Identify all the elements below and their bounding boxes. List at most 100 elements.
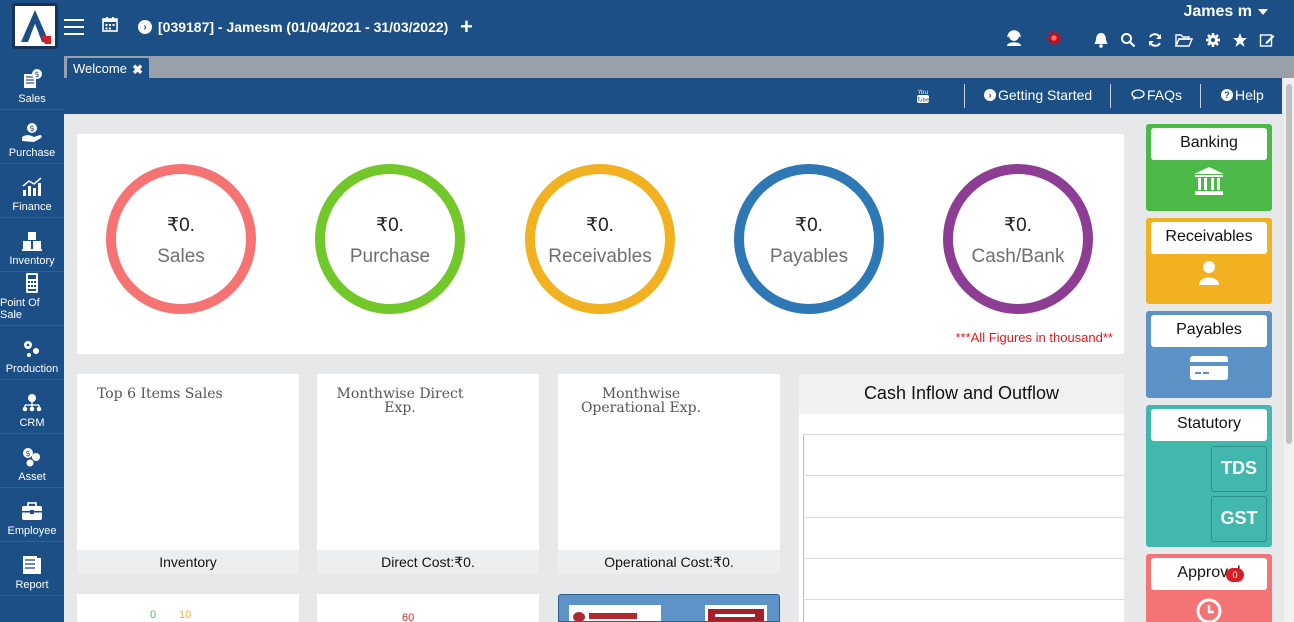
statutory-tile[interactable]: Statutory TDS GST [1146, 405, 1272, 547]
card-footer[interactable]: Inventory [77, 550, 299, 574]
menu-icon[interactable] [64, 19, 84, 35]
cash-bank-amount: ₹0. [1004, 215, 1032, 236]
insta-od-logo [705, 605, 767, 621]
company-selector[interactable]: › [039187] - Jamesm (01/04/2021 - 31/03/… [138, 19, 448, 35]
crm-icon [22, 394, 42, 412]
svg-text:$: $ [34, 70, 39, 79]
employee-icon [22, 502, 42, 520]
gauge-value: 0 [150, 609, 157, 621]
operational-exp-card: Monthwise Operational Exp. Operational C… [558, 374, 780, 574]
bell-icon[interactable] [1092, 30, 1110, 50]
sidebar-label: Employee [7, 525, 57, 537]
card-title: Top 6 Items Sales [97, 386, 223, 402]
sidebar-label: Production [5, 363, 59, 375]
summary-panel: ₹0. Sales ₹0. Purchase ₹0. Receivables ₹… [77, 134, 1124, 354]
chart-title: Cash Inflow and Outflow [799, 374, 1124, 414]
production-icon [24, 341, 39, 357]
sidebar-label: Report [15, 579, 49, 591]
sidebar-item-asset[interactable]: $ Asset [0, 434, 64, 488]
gridline [803, 558, 1124, 559]
folder-open-icon[interactable] [1175, 30, 1193, 50]
star-icon[interactable] [1231, 30, 1249, 50]
gauge-value: 60 [402, 612, 415, 622]
bank-icon [1146, 166, 1272, 196]
payables-amount: ₹0. [795, 215, 823, 236]
edit-icon[interactable] [1258, 30, 1276, 50]
tile-label: Payables [1151, 315, 1267, 347]
sidebar-item-point-of-sale[interactable]: Point Of Sale [0, 272, 64, 326]
help-link[interactable]: ? Help [1221, 87, 1264, 103]
module-sidebar: $ Sales $ Purchase Finance Inventory Poi… [0, 56, 64, 622]
company-name: [039187] - Jamesm (01/04/2021 - 31/03/20… [158, 19, 449, 35]
sidebar-label: Point Of Sale [0, 297, 40, 321]
search-icon[interactable] [1119, 30, 1137, 50]
gridline [803, 599, 1124, 600]
receivables-label: Receivables [548, 246, 652, 267]
purchase-summary-circle[interactable]: ₹0. Purchase [315, 164, 465, 314]
cash-flow-chart: Cash Inflow and Outflow [799, 374, 1124, 622]
figures-note: ***All Figures in thousand** [955, 330, 1113, 345]
gear-icon[interactable] [1204, 30, 1222, 50]
cash-bank-label: Cash/Bank [971, 246, 1065, 267]
receivables-summary-circle[interactable]: ₹0. Receivables [525, 164, 675, 314]
app-logo[interactable] [12, 3, 58, 49]
circle-arrow-icon: › [138, 20, 152, 34]
divider [1200, 84, 1201, 108]
card-title-line2: Operational Exp. [580, 400, 702, 416]
sidebar-item-employee[interactable]: Employee [0, 488, 64, 542]
sidebar-item-finance[interactable]: Finance [0, 164, 64, 218]
purchase-amount: ₹0. [376, 215, 404, 236]
virus-icon[interactable] [1045, 28, 1063, 48]
sidebar-item-sales[interactable]: $ Sales [0, 56, 64, 110]
chat-icon [1131, 89, 1145, 100]
cash-bank-summary-circle[interactable]: ₹0. Cash/Bank [943, 164, 1093, 314]
tds-button[interactable]: TDS [1211, 446, 1267, 492]
sidebar-label: Asset [18, 471, 46, 483]
refresh-icon[interactable] [1146, 30, 1164, 50]
card-footer[interactable]: Direct Cost:₹0. [317, 550, 539, 574]
calendar-icon[interactable] [102, 16, 118, 37]
support-agent-icon[interactable] [1005, 28, 1023, 48]
sidebar-item-crm[interactable]: CRM [0, 380, 64, 434]
sidebar-item-report[interactable]: Report [0, 542, 64, 596]
approval-tile[interactable]: Approval 0 [1146, 554, 1272, 622]
question-icon: ? [1221, 89, 1233, 101]
sales-summary-circle[interactable]: ₹0. Sales [106, 164, 256, 314]
tile-label: Receivables [1151, 222, 1267, 254]
svg-text:You: You [917, 89, 929, 96]
asset-icon: $ [23, 448, 40, 467]
banking-tile[interactable]: Banking [1146, 124, 1272, 211]
youtube-icon[interactable]: You Tube [916, 88, 931, 107]
scrollbar-thumb[interactable] [1286, 84, 1292, 444]
sales-icon: $ [24, 69, 42, 88]
getting-started-link[interactable]: › Getting Started [984, 87, 1092, 103]
payables-summary-circle[interactable]: ₹0. Payables [734, 164, 884, 314]
tile-label: Statutory [1151, 409, 1267, 441]
sidebar-item-purchase[interactable]: $ Purchase [0, 110, 64, 164]
faqs-link[interactable]: FAQs [1131, 87, 1182, 103]
card-footer[interactable]: Operational Cost:₹0. [558, 550, 780, 574]
divider [964, 84, 965, 108]
svg-text:$: $ [25, 449, 30, 458]
direct-exp-card: Monthwise Direct Exp. Direct Cost:₹0. [317, 374, 539, 574]
help-toolbar: You Tube › Getting Started FAQs ? Help [64, 78, 1282, 114]
bank-logo [569, 605, 661, 621]
gridline [803, 517, 1124, 518]
tile-label: Banking [1151, 128, 1267, 160]
tab-strip: Welcome ✖ [64, 56, 1294, 80]
receivables-tile[interactable]: Receivables [1146, 218, 1272, 304]
page-scrollbar[interactable] [1284, 78, 1294, 622]
gridline [803, 434, 1124, 435]
sidebar-label: Finance [12, 201, 52, 213]
tab-welcome[interactable]: Welcome ✖ [67, 58, 149, 80]
user-menu[interactable]: James m [1184, 3, 1268, 21]
purchase-label: Purchase [349, 246, 431, 267]
bank-offer-banner[interactable] [558, 594, 780, 622]
svg-text:Tube: Tube [916, 98, 930, 104]
payables-tile[interactable]: Payables [1146, 311, 1272, 398]
close-icon[interactable]: ✖ [132, 62, 143, 77]
gst-button[interactable]: GST [1211, 496, 1267, 542]
sidebar-item-production[interactable]: Production [0, 326, 64, 380]
sidebar-item-inventory[interactable]: Inventory [0, 218, 64, 272]
plus-icon[interactable]: + [460, 14, 473, 39]
